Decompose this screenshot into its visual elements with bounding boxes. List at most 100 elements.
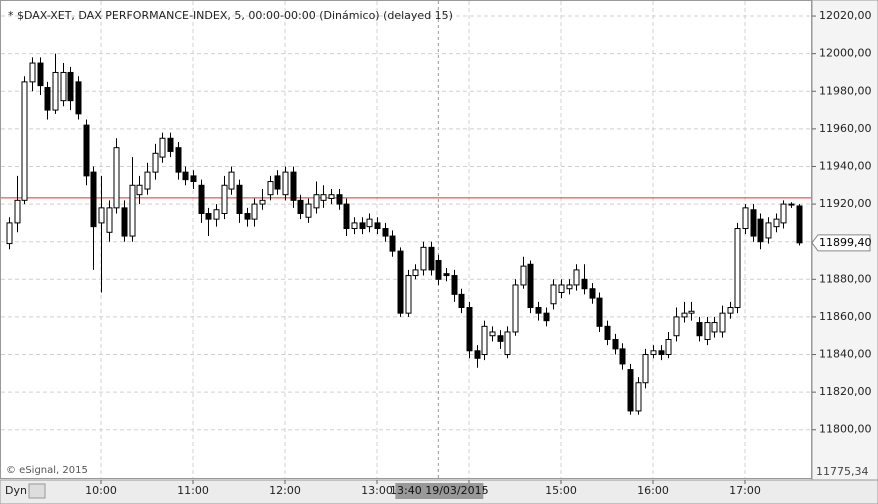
candle-body xyxy=(681,312,688,318)
candle-body xyxy=(512,284,519,333)
candle-body xyxy=(443,273,450,277)
y-tick-label: 11960,00 xyxy=(819,122,872,135)
candle-body xyxy=(152,152,159,173)
chart-title: * $DAX-XET, DAX PERFORMANCE-INDEX, 5, 00… xyxy=(8,9,453,22)
candle-body xyxy=(320,194,327,201)
candle-body xyxy=(665,338,672,356)
candle-body xyxy=(435,260,442,280)
candle-body xyxy=(734,228,741,309)
candle-body xyxy=(489,331,496,337)
candle-body xyxy=(75,81,82,115)
plot-area xyxy=(0,0,812,479)
candle-body xyxy=(366,218,373,228)
candle-body xyxy=(175,147,182,173)
candle-body xyxy=(696,322,703,337)
last-price-box xyxy=(811,234,871,252)
candle-body xyxy=(359,222,366,230)
candle-body xyxy=(144,171,151,190)
candle-body xyxy=(765,222,772,239)
candle-body xyxy=(389,235,396,252)
x-tick-label: 16:00 xyxy=(637,484,669,497)
crosshair-x-label: 13:40 19/03/2015 xyxy=(390,484,489,497)
candle-body xyxy=(328,194,335,199)
candle-body xyxy=(67,71,74,102)
candle-body xyxy=(113,147,120,209)
candle-body xyxy=(642,354,649,384)
candle-body xyxy=(106,207,113,233)
candle-body xyxy=(750,209,757,237)
candle-body xyxy=(412,269,419,277)
candle-body xyxy=(60,71,67,102)
dyn-button[interactable]: Dyn xyxy=(5,484,27,497)
candle-body xyxy=(543,312,550,322)
candle-body xyxy=(129,184,136,237)
candle-body xyxy=(573,269,580,286)
candle-body xyxy=(535,307,542,314)
y-tick-label: 11820,00 xyxy=(819,385,872,398)
crosshair-x-box xyxy=(395,483,484,499)
candle-body xyxy=(136,184,143,196)
candle-body xyxy=(566,284,573,290)
candle-body xyxy=(589,288,596,299)
candle-body xyxy=(581,278,588,290)
candle-body xyxy=(313,194,320,209)
candle-body xyxy=(635,382,642,412)
candle-body xyxy=(466,307,473,352)
candle-body xyxy=(21,81,28,201)
candle-body xyxy=(704,322,711,340)
candle-body xyxy=(504,331,511,356)
x-tick-label: 10:00 xyxy=(85,484,117,497)
candle-body xyxy=(527,263,534,309)
candle-body xyxy=(290,171,297,201)
candle-body xyxy=(604,325,611,340)
candle-body xyxy=(757,218,764,243)
candle-body xyxy=(343,203,350,230)
candle-body xyxy=(612,338,619,350)
candle-body xyxy=(428,246,435,271)
candle-body xyxy=(259,199,266,205)
candle-body xyxy=(228,171,235,190)
y-tick-label: 12000,00 xyxy=(819,47,872,60)
candle-body xyxy=(474,350,481,359)
candle-body xyxy=(29,62,36,83)
candle-body xyxy=(267,181,274,196)
candle-body xyxy=(397,250,404,314)
y-tick-label: 11860,00 xyxy=(819,310,872,323)
y-tick-label: 12020,00 xyxy=(819,9,872,22)
candle-body xyxy=(14,199,21,224)
x-tick-label: 11:00 xyxy=(177,484,209,497)
candle-body xyxy=(773,218,780,228)
candle-body xyxy=(83,124,90,177)
candle-body xyxy=(297,199,304,214)
candle-body xyxy=(90,171,97,228)
candle-body xyxy=(198,184,205,214)
x-tick-label: 17:00 xyxy=(729,484,761,497)
candle-body xyxy=(405,275,412,314)
y-tick-label: 11840,00 xyxy=(819,348,872,361)
candle-body xyxy=(719,312,726,333)
y-tick-label: 11880,00 xyxy=(819,272,872,285)
candle-body xyxy=(727,307,734,314)
candle-body xyxy=(788,203,795,206)
candle-body xyxy=(619,348,626,365)
lock-button[interactable] xyxy=(28,483,46,499)
candle-body xyxy=(796,205,803,244)
candle-body xyxy=(205,212,212,220)
x-tick-label: 13:00 xyxy=(361,484,393,497)
candle-body xyxy=(596,297,603,327)
candle-body xyxy=(244,212,251,220)
candle-body xyxy=(274,175,281,190)
candle-body xyxy=(167,137,174,152)
candle-body xyxy=(44,87,51,111)
y-tick-label: 11940,00 xyxy=(819,159,872,172)
candle-body xyxy=(336,194,343,205)
candle-body xyxy=(627,369,634,412)
candle-body xyxy=(711,322,718,333)
crosshair-y-label: 11775,34 xyxy=(816,465,869,478)
candle-body xyxy=(236,184,243,214)
y-tick-label: 11800,00 xyxy=(819,423,872,436)
candle-body xyxy=(550,284,557,305)
candle-body xyxy=(282,171,289,196)
candle-body xyxy=(190,175,197,183)
